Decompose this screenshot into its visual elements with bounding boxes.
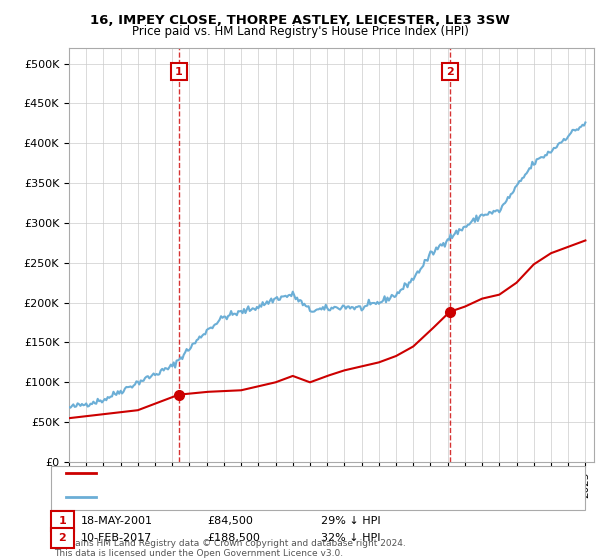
- Text: 32% ↓ HPI: 32% ↓ HPI: [321, 533, 380, 543]
- Text: £188,500: £188,500: [207, 533, 260, 543]
- Text: 16, IMPEY CLOSE, THORPE ASTLEY, LEICESTER, LE3 3SW (detached house): 16, IMPEY CLOSE, THORPE ASTLEY, LEICESTE…: [101, 468, 472, 478]
- Text: Contains HM Land Registry data © Crown copyright and database right 2024.
This d: Contains HM Land Registry data © Crown c…: [54, 539, 406, 558]
- Text: 10-FEB-2017: 10-FEB-2017: [81, 533, 152, 543]
- Text: HPI: Average price, detached house, Blaby: HPI: Average price, detached house, Blab…: [101, 492, 313, 502]
- Text: 29% ↓ HPI: 29% ↓ HPI: [321, 516, 380, 526]
- Text: 16, IMPEY CLOSE, THORPE ASTLEY, LEICESTER, LE3 3SW: 16, IMPEY CLOSE, THORPE ASTLEY, LEICESTE…: [90, 14, 510, 27]
- Text: 1: 1: [175, 67, 182, 77]
- Text: 1: 1: [59, 516, 66, 526]
- Text: Price paid vs. HM Land Registry's House Price Index (HPI): Price paid vs. HM Land Registry's House …: [131, 25, 469, 38]
- Text: 18-MAY-2001: 18-MAY-2001: [81, 516, 153, 526]
- Text: 2: 2: [446, 67, 454, 77]
- Text: 2: 2: [59, 533, 66, 543]
- Text: £84,500: £84,500: [207, 516, 253, 526]
